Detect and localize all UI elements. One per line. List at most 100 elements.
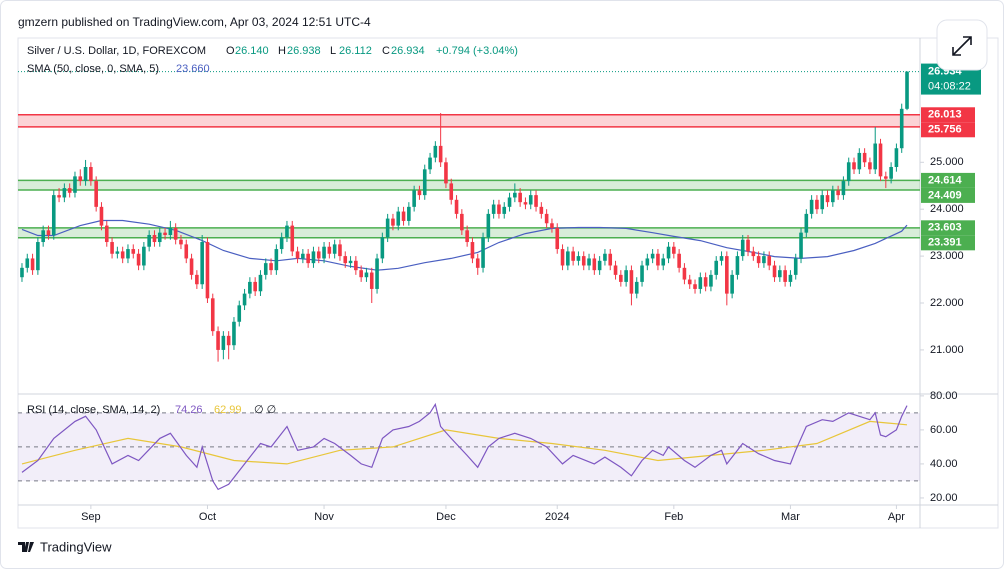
- candle-body: [523, 202, 528, 205]
- candle-body: [131, 249, 136, 254]
- frame: [17, 37, 999, 529]
- candle-body: [104, 225, 109, 243]
- candle-body: [332, 244, 337, 254]
- candle-body: [94, 181, 98, 207]
- ohlc-value: 26.934: [391, 45, 425, 57]
- candle-body: [682, 267, 687, 280]
- candle-body: [285, 225, 289, 238]
- candle-body: [221, 335, 226, 350]
- candle-body: [322, 246, 326, 259]
- candle-body: [36, 242, 40, 271]
- candle-body: [841, 181, 846, 196]
- y-tick-label: 22.000: [930, 297, 964, 309]
- y-tick-label: 40.00: [930, 458, 958, 470]
- candle-body: [51, 195, 56, 235]
- candle-body: [481, 237, 485, 268]
- expand-button[interactable]: [936, 19, 988, 71]
- y-tick-label: 60.00: [930, 424, 958, 436]
- candle-body: [566, 251, 570, 266]
- candle-body: [438, 145, 443, 163]
- zone-axis-label: 25.756: [928, 124, 962, 136]
- zone-axis-label: 26.013: [928, 109, 962, 121]
- candle-body: [444, 162, 448, 184]
- candle-body: [269, 263, 273, 271]
- candle-body: [534, 195, 538, 207]
- expand-icon: [952, 36, 972, 56]
- candle-body: [25, 258, 30, 268]
- candle-body: [89, 166, 93, 182]
- candle-body: [163, 232, 167, 235]
- candle-body: [884, 176, 888, 179]
- candle-body: [889, 166, 893, 179]
- zone-axis-label-bg: [921, 122, 975, 138]
- x-tick-label: Apr: [888, 511, 905, 523]
- y-tick-label: 20.00: [930, 492, 958, 504]
- candle-body: [210, 298, 215, 332]
- candle-body: [629, 270, 634, 294]
- candle-body: [735, 256, 740, 275]
- ohlc-value: 26.140: [235, 45, 269, 57]
- y-tick-label: 24.000: [930, 203, 964, 215]
- rsi-value: 62.99: [214, 404, 242, 416]
- candle-body: [46, 230, 51, 235]
- rsi-extra: ∅ ∅: [254, 404, 276, 416]
- x-tick-label: Mar: [781, 511, 800, 523]
- candle-body: [799, 232, 803, 259]
- candle-body: [274, 249, 279, 271]
- candle-body: [380, 237, 385, 259]
- candle-body: [852, 162, 856, 170]
- candle-body: [894, 148, 899, 167]
- candle-body: [613, 265, 618, 275]
- zone-axis-label: 23.603: [928, 222, 962, 234]
- candle-body: [263, 263, 268, 275]
- candle-body: [544, 213, 549, 224]
- candle-body: [470, 242, 475, 259]
- countdown: 04:08:22: [928, 80, 971, 92]
- candle-body: [905, 71, 909, 109]
- candle-body: [698, 277, 703, 289]
- candle-body: [788, 274, 793, 282]
- candle-body: [189, 258, 194, 275]
- candle-body: [348, 260, 353, 264]
- candle-body: [258, 274, 263, 292]
- zone-axis-label-bg: [921, 187, 975, 203]
- candle-body: [157, 232, 162, 243]
- candle-body: [672, 246, 676, 254]
- candle-body: [62, 188, 67, 198]
- candle-body: [428, 157, 432, 170]
- zone-axis-label-bg: [921, 235, 975, 251]
- candle-body: [677, 253, 681, 268]
- candle-body: [184, 244, 189, 259]
- candle-body: [836, 190, 840, 196]
- ohlc-label: H: [278, 45, 286, 57]
- candle-body: [67, 188, 72, 193]
- candle-body: [619, 274, 623, 282]
- candle-body: [396, 211, 401, 226]
- candle-body: [417, 190, 422, 196]
- candle-body: [640, 265, 644, 282]
- candle-body: [740, 239, 745, 257]
- candle-body: [772, 265, 777, 278]
- candle-body: [820, 195, 825, 210]
- candle-body: [401, 211, 406, 221]
- zone-axis-label-bg: [921, 107, 975, 123]
- candle-body: [831, 190, 835, 203]
- y-tick-label: 21.000: [930, 344, 964, 356]
- candle-body: [873, 143, 878, 170]
- candle-body: [301, 253, 305, 259]
- candle-body: [142, 246, 146, 266]
- y-tick-label: 80.00: [930, 390, 958, 402]
- candle-body: [179, 239, 183, 245]
- candle-body: [730, 274, 734, 294]
- candle-body: [767, 256, 772, 266]
- rsi-line: [21, 420, 908, 465]
- candle-body: [603, 253, 607, 261]
- candle-body: [587, 258, 591, 266]
- candle-body: [375, 258, 379, 289]
- candle-body: [592, 258, 597, 271]
- candle-body: [581, 256, 586, 266]
- candle-body: [369, 272, 374, 289]
- candle-body: [687, 279, 692, 285]
- candle-body: [756, 256, 761, 264]
